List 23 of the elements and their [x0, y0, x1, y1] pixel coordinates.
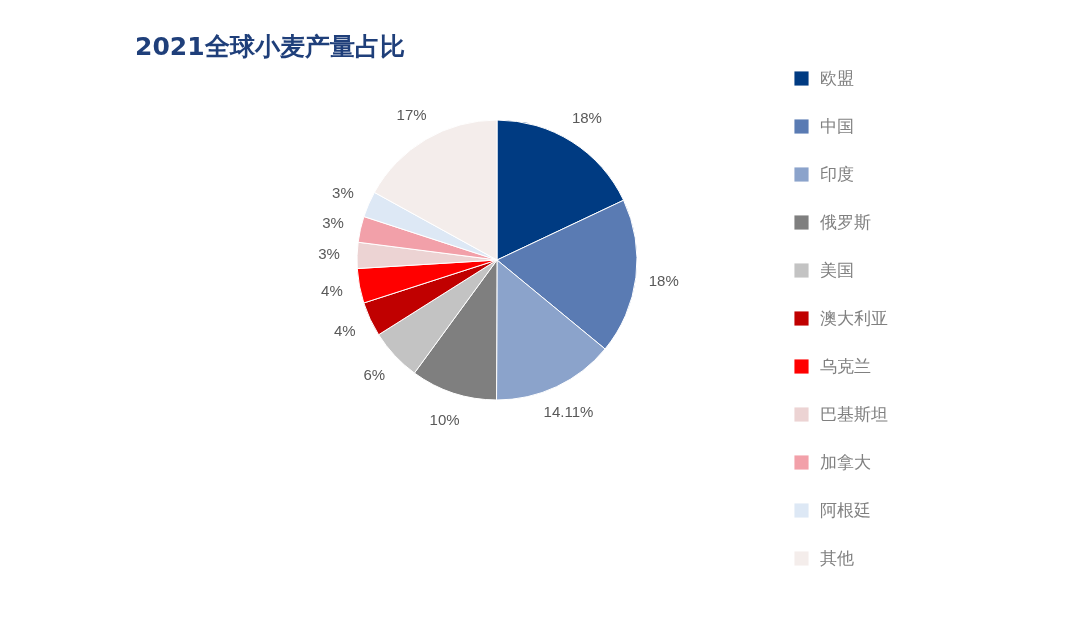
- legend-label: 阿根廷: [820, 499, 871, 520]
- legend-label: 欧盟: [820, 67, 854, 88]
- legend-label: 印度: [820, 163, 854, 184]
- data-label: 4%: [321, 282, 343, 300]
- legend-label: 美国: [820, 259, 854, 280]
- chart-title: 2021全球小麦产量占比: [135, 32, 405, 61]
- data-label: 3%: [322, 214, 344, 232]
- legend-label: 其他: [820, 547, 854, 568]
- data-label: 6%: [363, 365, 386, 383]
- data-label: 14.11%: [543, 403, 594, 421]
- legend-label: 巴基斯坦: [820, 403, 888, 424]
- data-label: 18%: [648, 271, 679, 289]
- data-label: 3%: [332, 184, 354, 202]
- legend-label: 澳大利亚: [820, 307, 888, 328]
- data-label: 10%: [429, 410, 460, 428]
- data-label: 3%: [318, 245, 340, 263]
- legend-label: 加拿大: [820, 451, 871, 472]
- data-label: 4%: [333, 322, 356, 340]
- legend-label: 俄罗斯: [820, 211, 871, 232]
- data-label: 17%: [396, 106, 427, 124]
- legend-label: 乌克兰: [820, 355, 871, 376]
- legend-label: 中国: [820, 115, 854, 136]
- data-label: 18%: [571, 109, 602, 127]
